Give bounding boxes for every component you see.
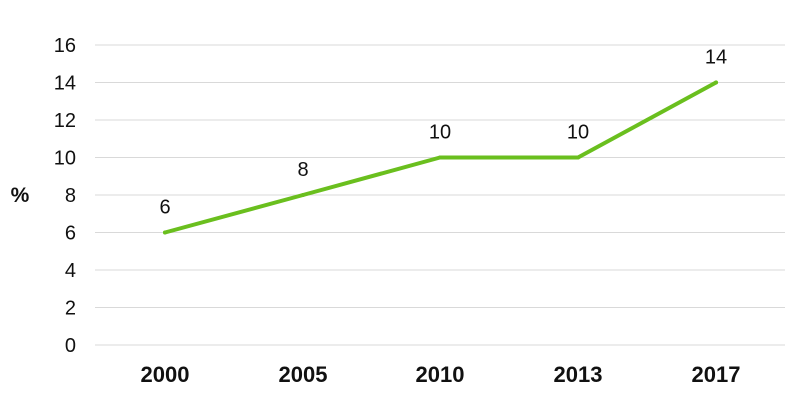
data-label: 6 bbox=[159, 197, 170, 219]
data-label: 10 bbox=[567, 122, 589, 144]
data-label: 10 bbox=[429, 122, 451, 144]
y-axis-title: % bbox=[11, 184, 30, 207]
data-point bbox=[576, 155, 580, 160]
data-point bbox=[301, 193, 305, 197]
gridlines bbox=[95, 44, 785, 346]
y-tick-label: 10 bbox=[54, 148, 76, 170]
y-tick-label: 0 bbox=[65, 335, 76, 357]
x-category-label: 2010 bbox=[416, 362, 465, 387]
y-tick-label: 2 bbox=[65, 298, 76, 320]
data-point bbox=[714, 80, 718, 85]
data-label: 8 bbox=[297, 159, 308, 181]
y-tick-label: 14 bbox=[54, 73, 76, 95]
y-axis-ticks: 0 2 4 6 8 10 12 14 16 bbox=[54, 35, 76, 357]
x-category-label: 2005 bbox=[279, 362, 328, 387]
data-point bbox=[163, 230, 167, 235]
y-tick-label: 16 bbox=[54, 35, 76, 57]
data-labels: 6 8 10 10 14 bbox=[159, 47, 727, 219]
data-label: 14 bbox=[705, 47, 727, 69]
x-category-label: 2000 bbox=[141, 362, 190, 387]
y-tick-label: 8 bbox=[65, 185, 76, 207]
series-group bbox=[163, 80, 718, 235]
y-tick-label: 12 bbox=[54, 110, 76, 132]
x-axis-categories: 2000 2005 2010 2013 2017 bbox=[141, 362, 741, 387]
data-point bbox=[438, 155, 442, 160]
x-category-label: 2017 bbox=[692, 362, 741, 387]
x-category-label: 2013 bbox=[554, 362, 603, 387]
y-tick-label: 6 bbox=[65, 223, 76, 245]
y-tick-label: 4 bbox=[65, 260, 76, 282]
